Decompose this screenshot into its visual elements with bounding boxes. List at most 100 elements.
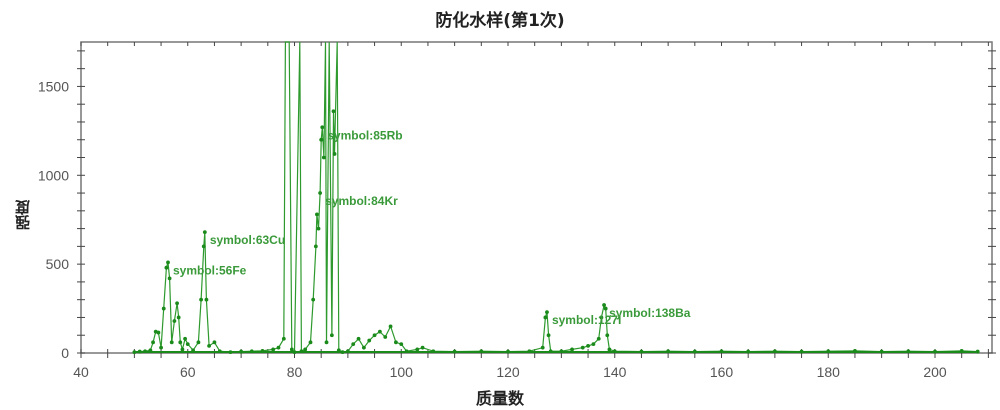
data-point xyxy=(276,345,281,350)
data-point xyxy=(559,349,564,354)
data-point xyxy=(545,310,549,315)
data-point xyxy=(351,342,356,347)
data-point xyxy=(196,340,201,345)
data-point xyxy=(599,315,604,320)
series-line xyxy=(134,41,978,354)
x-tick-label: 180 xyxy=(817,364,841,380)
data-point xyxy=(399,342,404,347)
data-point xyxy=(879,349,884,354)
data-point xyxy=(178,340,183,345)
data-point xyxy=(180,347,185,352)
x-tick-label: 60 xyxy=(180,364,196,380)
data-point xyxy=(975,349,980,354)
data-point xyxy=(260,348,265,353)
x-tick-label: 100 xyxy=(390,364,414,380)
data-point xyxy=(207,343,212,348)
data-point xyxy=(506,349,510,354)
data-point xyxy=(172,319,177,323)
y-tick-label: 1500 xyxy=(38,78,69,94)
data-point xyxy=(321,155,326,160)
data-point xyxy=(315,212,319,217)
data-point xyxy=(176,315,181,320)
data-point xyxy=(383,335,388,339)
chart-title: 防化水样(第1次) xyxy=(435,11,565,31)
data-point xyxy=(199,297,203,302)
data-point xyxy=(605,333,610,338)
data-point xyxy=(151,340,155,345)
plot-frame xyxy=(80,41,993,354)
data-point xyxy=(543,315,548,320)
y-tick-label: 0 xyxy=(61,345,69,361)
data-point xyxy=(596,336,601,341)
data-point xyxy=(906,349,911,354)
data-point xyxy=(313,244,318,249)
peak-annotation: symbol:56Fe xyxy=(173,263,247,277)
data-point xyxy=(603,306,608,311)
data-point xyxy=(249,349,254,354)
x-tick-label: 80 xyxy=(287,364,303,380)
x-axis-label: 质量数 xyxy=(475,389,524,408)
data-point xyxy=(540,345,545,350)
data-point xyxy=(217,349,222,354)
data-point xyxy=(959,348,964,353)
peak-annotation: symbol:127I xyxy=(552,313,621,327)
data-point xyxy=(404,349,409,354)
data-point xyxy=(137,349,142,354)
data-point xyxy=(388,324,393,329)
data-point xyxy=(324,340,329,345)
data-series xyxy=(132,41,980,355)
annotations: symbol:56Fe symbol:63Cu symbol:84Kr symbol:… xyxy=(173,128,691,327)
data-point xyxy=(527,349,532,354)
data-point xyxy=(143,349,147,354)
y-tick-label: 500 xyxy=(46,256,70,272)
x-tick-label: 140 xyxy=(603,364,627,380)
data-point xyxy=(212,340,217,345)
data-point xyxy=(826,349,831,354)
peak-annotation: symbol:85Rb xyxy=(327,128,402,142)
y-tick-label: 1000 xyxy=(38,167,69,183)
data-point xyxy=(183,336,187,341)
data-point xyxy=(612,349,617,354)
data-point xyxy=(191,348,195,353)
data-point xyxy=(666,349,671,354)
data-point xyxy=(316,226,321,231)
data-point xyxy=(607,347,612,352)
data-point xyxy=(159,345,163,350)
data-point xyxy=(394,340,398,345)
data-point xyxy=(452,349,457,354)
data-point xyxy=(228,350,233,355)
data-point xyxy=(308,340,313,345)
peak-annotation: symbol:63Cu xyxy=(210,233,285,247)
data-point xyxy=(361,345,366,350)
data-point xyxy=(332,152,337,156)
data-point xyxy=(148,348,153,353)
data-point xyxy=(320,125,325,130)
data-point xyxy=(772,349,777,354)
axes: 40 60 80 100 120 140 160 180 200 0 500 1000 1500 xyxy=(38,41,996,380)
data-point xyxy=(299,349,304,354)
data-point xyxy=(166,260,170,265)
peak-annotation: symbol:84Kr xyxy=(325,194,398,208)
data-point xyxy=(372,333,377,338)
data-point xyxy=(271,347,276,352)
data-point xyxy=(281,336,286,341)
data-point xyxy=(580,345,585,350)
data-point xyxy=(161,306,166,311)
data-point xyxy=(586,343,590,348)
data-point xyxy=(204,297,209,302)
x-tick-label: 200 xyxy=(923,364,947,380)
data-point xyxy=(331,109,336,114)
data-point xyxy=(239,349,244,354)
data-point xyxy=(167,276,172,281)
data-point xyxy=(479,349,484,354)
data-point xyxy=(318,191,323,195)
data-point xyxy=(602,303,606,307)
data-point xyxy=(692,349,697,354)
data-point xyxy=(336,348,341,353)
data-point xyxy=(345,349,350,354)
data-point xyxy=(548,349,553,354)
data-point xyxy=(340,350,345,355)
data-point xyxy=(319,137,324,142)
data-point xyxy=(185,342,190,347)
